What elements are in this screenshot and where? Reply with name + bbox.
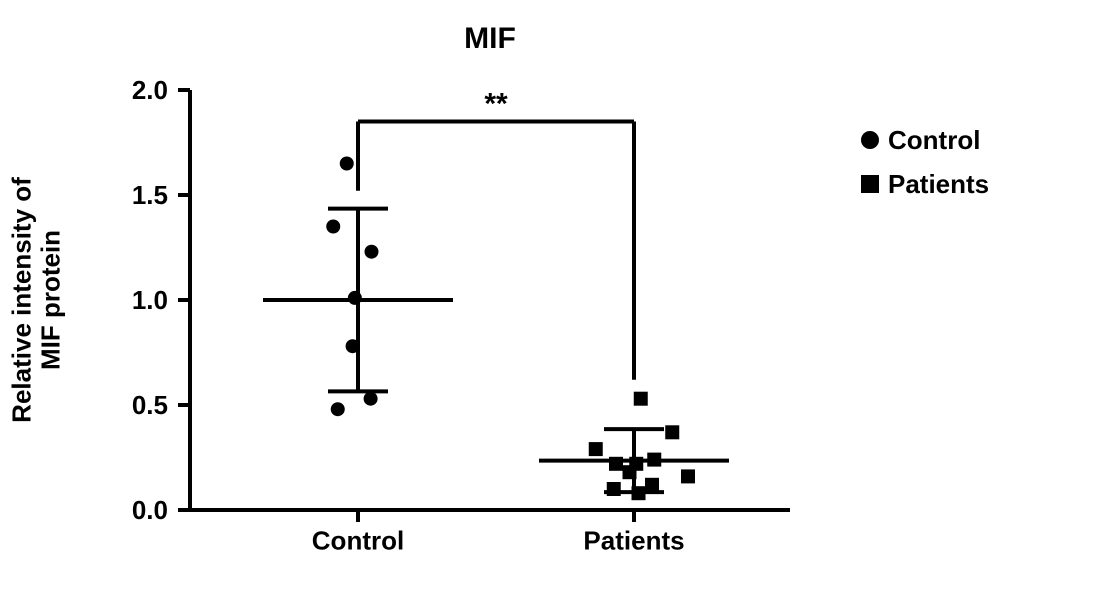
- mif-chart: MIF 0.0 0.5 1.0 1.5 2.0 Relative intensity ofM…: [0, 0, 1099, 598]
- patients-point: [632, 486, 646, 500]
- y-tick-label: 0.5: [132, 390, 168, 420]
- patients-point: [665, 425, 679, 439]
- y-tick-label: 1.0: [132, 285, 168, 315]
- y-axis-label: Relative intensity ofMIF protein: [7, 177, 66, 423]
- patients-point: [609, 457, 623, 471]
- chart-svg: MIF 0.0 0.5 1.0 1.5 2.0 Relative intensity ofM…: [0, 0, 1099, 598]
- legend-marker-patients: [861, 175, 879, 193]
- legend-label-control: Control: [888, 125, 980, 155]
- control-point: [365, 245, 379, 259]
- significance-label: **: [484, 88, 508, 121]
- control-point: [326, 220, 340, 234]
- legend-label-patients: Patients: [888, 169, 989, 199]
- y-tick-label: 0.0: [132, 495, 168, 525]
- y-tick-label: 2.0: [132, 75, 168, 105]
- control-point: [331, 402, 345, 416]
- legend-marker-control: [861, 131, 879, 149]
- patients-point: [645, 478, 659, 492]
- patients-point: [634, 392, 648, 406]
- patients-point: [681, 469, 695, 483]
- patients-point: [623, 465, 637, 479]
- x-category-label: Control: [312, 525, 404, 555]
- y-tick-label: 1.5: [132, 180, 168, 210]
- patients-point: [589, 442, 603, 456]
- control-point: [348, 291, 362, 305]
- patients-point: [647, 453, 661, 467]
- control-point: [340, 157, 354, 171]
- control-point: [346, 339, 360, 353]
- x-category-label: Patients: [583, 525, 684, 555]
- chart-title: MIF: [464, 22, 516, 55]
- patients-point: [607, 482, 621, 496]
- control-point: [364, 392, 378, 406]
